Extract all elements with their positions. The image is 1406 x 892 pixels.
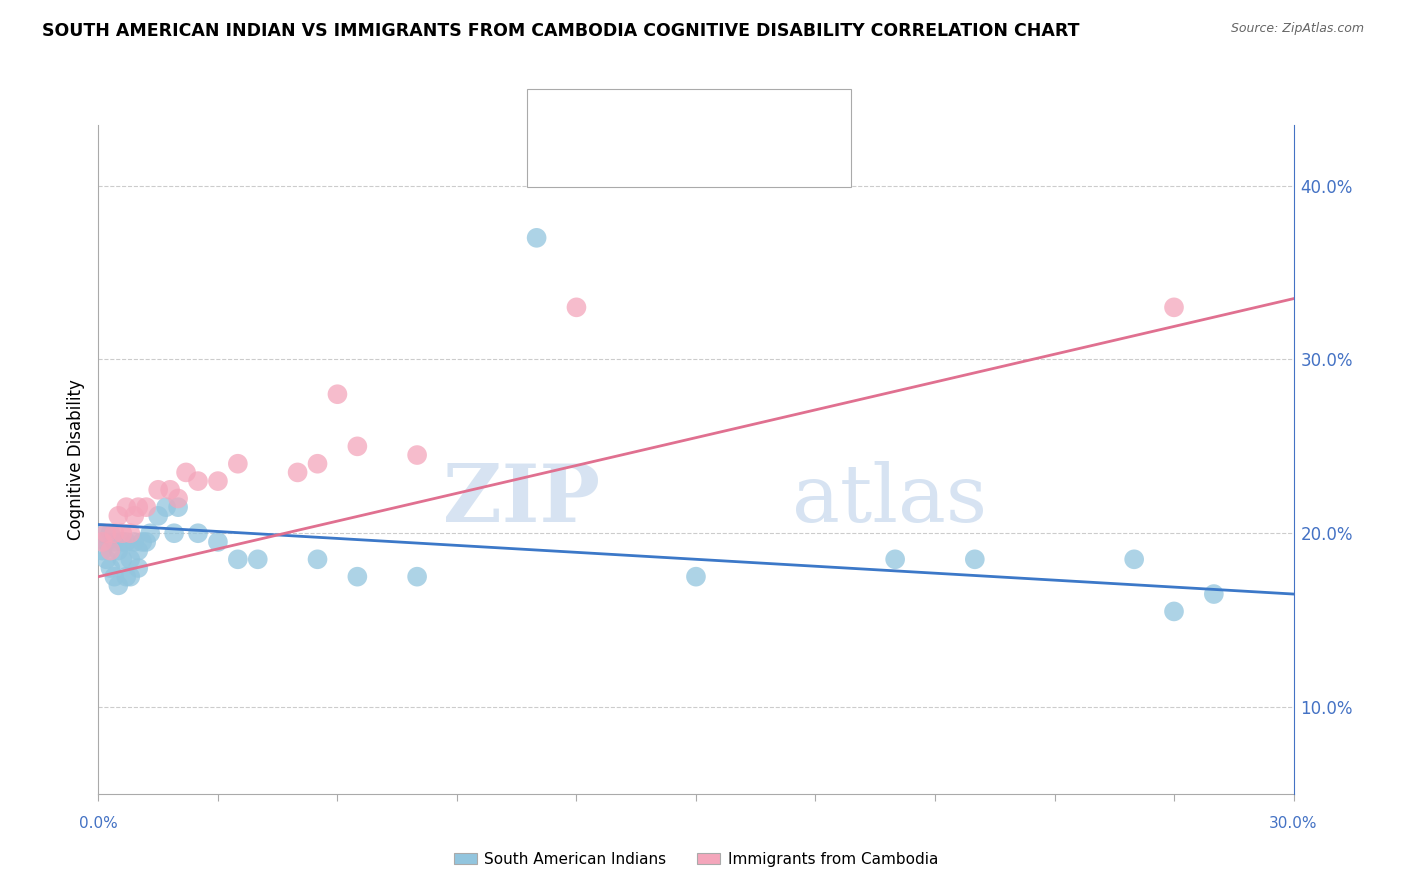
Point [120, 552, 142, 566]
Point [139, 526, 162, 541]
Text: atlas: atlas [792, 460, 987, 539]
Point [526, 231, 548, 245]
Point [96, 552, 118, 566]
Point [103, 526, 125, 541]
Point [135, 500, 157, 515]
Point [127, 500, 149, 515]
Point [131, 535, 153, 549]
Point [120, 526, 142, 541]
Point [111, 535, 134, 549]
Point [115, 535, 138, 549]
Point [167, 500, 190, 515]
Point [406, 569, 429, 583]
Point [307, 457, 329, 471]
Y-axis label: Cognitive Disability: Cognitive Disability [66, 379, 84, 540]
Point [100, 526, 122, 541]
Point [107, 543, 129, 558]
Point [96, 526, 118, 541]
Text: 27: 27 [740, 139, 765, 157]
Point [103, 535, 125, 549]
Text: 0.0%: 0.0% [79, 816, 118, 831]
Point [100, 543, 122, 558]
Point [226, 457, 249, 471]
Point [187, 526, 209, 541]
Point [287, 466, 309, 480]
Point [115, 500, 138, 515]
Point [148, 508, 170, 523]
Point [91, 526, 114, 541]
Point [1163, 604, 1185, 618]
Text: R =: R = [588, 108, 627, 126]
Point [565, 301, 588, 315]
Point [107, 578, 129, 592]
Point [124, 508, 146, 523]
Point [115, 569, 138, 583]
Point [226, 552, 249, 566]
Point [174, 466, 197, 480]
Point [884, 552, 907, 566]
Text: N =: N = [693, 108, 745, 126]
Point [307, 552, 329, 566]
Point [100, 561, 122, 575]
Point [163, 526, 186, 541]
Text: R =: R = [588, 139, 627, 157]
Point [187, 474, 209, 488]
Text: 30.0%: 30.0% [1270, 816, 1317, 831]
Point [207, 535, 229, 549]
Point [159, 483, 181, 497]
Point [120, 569, 142, 583]
Text: Source: ZipAtlas.com: Source: ZipAtlas.com [1230, 22, 1364, 36]
Point [963, 552, 986, 566]
Text: -0.142: -0.142 [627, 108, 692, 126]
Text: 0.641: 0.641 [627, 139, 690, 157]
Legend: South American Indians, Immigrants from Cambodia: South American Indians, Immigrants from … [447, 846, 945, 873]
Point [91, 543, 114, 558]
Point [127, 543, 149, 558]
Point [107, 508, 129, 523]
Point [111, 526, 134, 541]
Point [406, 448, 429, 462]
Point [96, 535, 118, 549]
Point [103, 569, 125, 583]
Point [155, 500, 177, 515]
Point [346, 569, 368, 583]
Point [111, 552, 134, 566]
Text: SOUTH AMERICAN INDIAN VS IMMIGRANTS FROM CAMBODIA COGNITIVE DISABILITY CORRELATI: SOUTH AMERICAN INDIAN VS IMMIGRANTS FROM… [42, 22, 1080, 40]
Text: ZIP: ZIP [443, 460, 600, 539]
Point [246, 552, 269, 566]
Point [91, 535, 114, 549]
Point [124, 535, 146, 549]
Text: 40: 40 [740, 108, 765, 126]
Text: N =: N = [693, 139, 745, 157]
Point [1202, 587, 1225, 601]
Point [135, 535, 157, 549]
Point [1163, 301, 1185, 315]
Point [148, 483, 170, 497]
Point [346, 439, 368, 453]
Point [127, 561, 149, 575]
Point [1123, 552, 1146, 566]
Point [326, 387, 349, 401]
Point [685, 569, 707, 583]
Point [167, 491, 190, 506]
Point [207, 474, 229, 488]
